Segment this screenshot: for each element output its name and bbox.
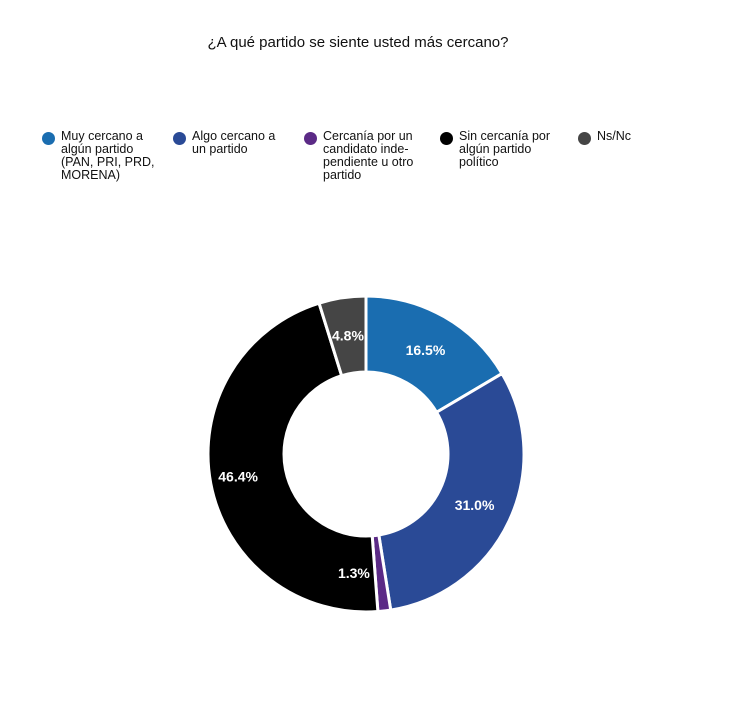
data-label-muy-cercano: 16.5% — [406, 342, 446, 358]
legend-swatch-muy-cercano — [42, 132, 55, 145]
legend-swatch-algo-cercano — [173, 132, 186, 145]
legend-label-algo-cercano: Algo cercano a un partido — [192, 129, 276, 156]
legend-label-muy-cercano: Muy cercano a algún partido (PAN, PRI, P… — [61, 129, 155, 182]
donut-slice-algo-cercano — [377, 372, 526, 612]
legend-swatch-ns-nc — [578, 132, 591, 145]
data-label-candidato-independiente: 1.3% — [338, 565, 370, 581]
legend-item-muy-cercano: Muy cercano a algún partido (PAN, PRI, P… — [42, 130, 155, 182]
data-label-ns-nc: 4.8% — [332, 327, 364, 343]
legend-label-ns-nc: Ns/Nc — [597, 129, 632, 143]
data-label-algo-cercano: 31.0% — [455, 497, 495, 513]
legend-swatch-candidato-independiente — [304, 132, 317, 145]
legend-swatch-sin-cercania — [440, 132, 453, 145]
donut-slice-ns-nc — [317, 294, 368, 378]
data-label-sin-cercania: 46.4% — [218, 468, 258, 484]
legend-item-candidato-independiente: Cercanía por un candidato inde- pendient… — [304, 130, 413, 182]
legend-item-sin-cercania: Sin cercanía por algún partido político — [440, 130, 550, 169]
legend-item-algo-cercano: Algo cercano a un partido — [173, 130, 275, 156]
legend-label-candidato-independiente: Cercanía por un candidato inde- pendient… — [323, 129, 414, 182]
donut-slice-sin-cercania — [206, 301, 380, 614]
chart-title: ¿A qué partido se siente usted más cerca… — [207, 34, 509, 51]
legend-item-ns-nc: Ns/Nc — [578, 130, 631, 145]
legend-label-sin-cercania: Sin cercanía por algún partido político — [459, 129, 551, 169]
